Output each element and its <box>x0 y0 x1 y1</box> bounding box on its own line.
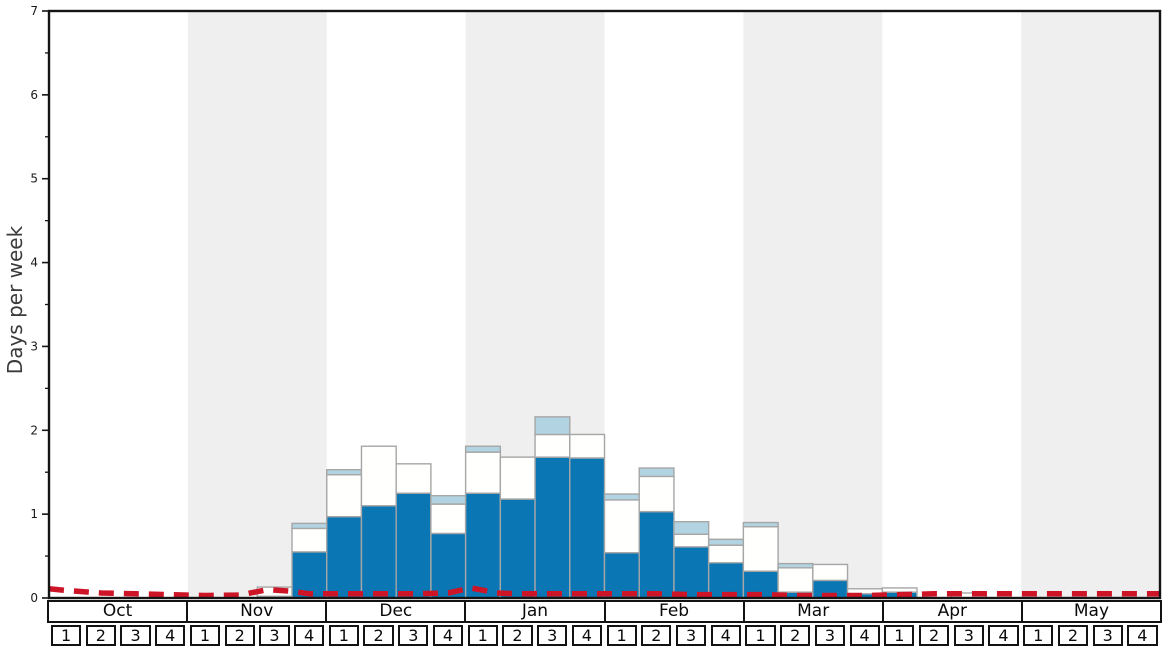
bar-segment-white-segment-days <box>326 474 363 518</box>
bar-segment-blue-segment-days <box>534 456 571 599</box>
bar-segment-blue-segment-days <box>464 492 502 599</box>
month-axis: Oct Nov Dec Jan Feb Mar Apr May <box>47 600 1162 623</box>
bar-segment-lightblue-segment-days <box>742 521 779 528</box>
bar-segment-lightblue-segment-days <box>326 468 363 476</box>
y-tick-label: 5 <box>30 172 38 186</box>
month-cell-apr: Apr <box>881 602 1021 621</box>
bar-segment-white-segment-days <box>812 563 849 582</box>
bar-segment-lightblue-segment-days <box>430 494 467 505</box>
bar-segment-lightblue-segment-days <box>534 416 571 436</box>
month-cell-oct: Oct <box>102 601 133 621</box>
bar-segment-white-segment-days <box>638 475 675 513</box>
y-tick-label: 0 <box>30 591 38 605</box>
bar-segment-blue-segment-days <box>326 515 363 599</box>
bar-segment-blue-segment-days <box>638 510 675 599</box>
bar-segment-blue-segment-days <box>499 498 536 599</box>
bar-segment-blue-segment-days <box>395 492 432 599</box>
bar-segment-white-segment-days <box>673 533 710 548</box>
bar-segment-blue-segment-days <box>673 546 710 599</box>
bar-segment-white-segment-days <box>603 499 640 554</box>
bar-segment-blue-segment-days <box>360 505 397 599</box>
bar-segment-blue-segment-days <box>569 457 606 599</box>
month-cell-may: May <box>1020 602 1160 621</box>
bar-segment-white-segment-days <box>360 445 397 507</box>
month-cell-dec: Dec <box>325 602 464 621</box>
bar-segment-white-segment-days <box>881 587 918 593</box>
bar-segment-lightblue-segment-days <box>464 445 502 453</box>
bar-segment-lightblue-segment-days <box>673 520 710 535</box>
y-tick-label: 7 <box>30 4 38 18</box>
y-tick-label: 4 <box>30 256 38 270</box>
bar-segment-white-segment-days <box>742 526 779 572</box>
bar-segment-white-segment-days <box>464 451 502 494</box>
bar-segment-blue-segment-days <box>603 552 640 599</box>
bar-segment-white-segment-days <box>499 456 536 500</box>
month-cell-mar: Mar <box>742 602 882 621</box>
y-tick-label: 3 <box>30 339 38 353</box>
bar-segment-lightblue-segment-days <box>291 522 328 530</box>
bar-segment-white-segment-days <box>569 433 606 459</box>
bar-segment-white-segment-days <box>707 544 745 564</box>
y-tick-label: 1 <box>30 507 38 521</box>
bar-segment-lightblue-segment-days <box>707 538 745 546</box>
bar-segment-white-segment-days <box>395 463 432 494</box>
bar-segment-white-segment-days <box>430 503 467 535</box>
month-cell-nov: Nov <box>186 602 325 621</box>
bar-segment-blue-segment-days <box>430 532 467 599</box>
month-band-nov <box>187 11 327 598</box>
trend-line <box>48 585 1160 599</box>
bar-segment-lightblue-segment-days <box>777 562 814 569</box>
month-cell-jan: Jan <box>464 602 603 621</box>
month-band-mar <box>743 11 883 598</box>
month-cell-feb: Feb <box>603 602 743 621</box>
y-tick-label: 6 <box>30 88 38 102</box>
bar-segment-lightblue-segment-days <box>638 467 675 478</box>
y-axis-title: Days per week <box>3 225 27 375</box>
bar-segment-white-segment-days <box>291 527 328 553</box>
y-tick-label: 2 <box>30 423 38 437</box>
bar-segment-white-segment-days <box>534 433 571 458</box>
bar-segment-white-segment-days <box>777 567 814 593</box>
month-band-may <box>1021 11 1160 598</box>
bar-segment-lightblue-segment-days <box>603 493 640 501</box>
